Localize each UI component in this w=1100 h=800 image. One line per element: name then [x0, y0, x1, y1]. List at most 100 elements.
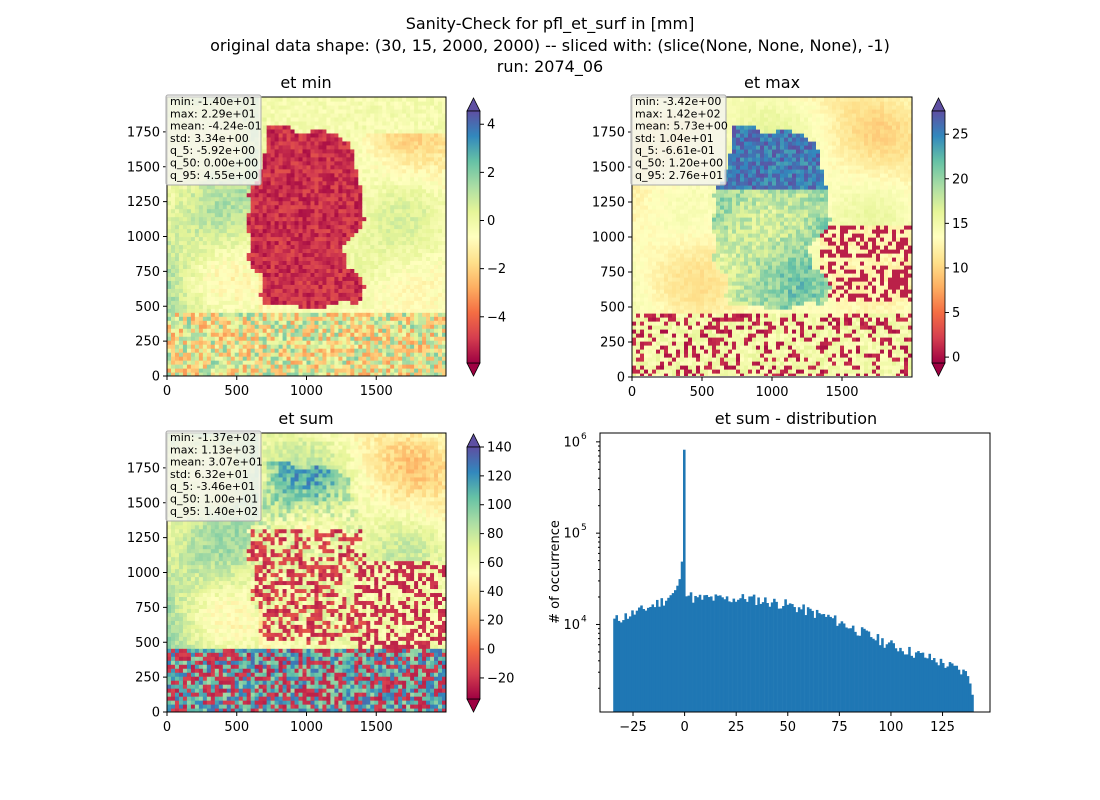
- suptitle-line-3: run: 2074_06: [497, 57, 603, 77]
- y-tick-label: 1000: [127, 230, 160, 245]
- histogram-bar: [773, 598, 776, 712]
- stats-line: q_50: 0.00e+00: [170, 157, 258, 170]
- histogram-bar: [806, 607, 810, 712]
- stats-line: std: 3.34e+00: [170, 132, 249, 145]
- histogram-bar: [786, 604, 790, 712]
- x-tick-label: 0: [163, 384, 171, 399]
- x-tick-label: 25: [728, 720, 745, 735]
- histogram-bar: [878, 645, 882, 712]
- y-tick-label: 500: [600, 301, 625, 316]
- histogram-bar: [669, 595, 673, 712]
- colorbar-tick-label: 100: [487, 498, 512, 513]
- histogram-bar: [658, 606, 661, 712]
- histogram-bar: [881, 638, 884, 712]
- histogram-bar: [917, 651, 920, 712]
- histogram-bar: [876, 634, 880, 712]
- histogram-bar: [914, 652, 918, 712]
- histogram-bar: [833, 615, 837, 712]
- histogram-bar: [944, 667, 947, 712]
- colorbar-tick-label: 20: [952, 172, 969, 187]
- y-tick-label: 0: [152, 370, 160, 385]
- colorbar-tick-label: −2: [487, 262, 506, 277]
- histogram-bar: [635, 610, 639, 712]
- stats-line: q_5: -5.92e+00: [170, 144, 255, 157]
- panel-title-histogram: et sum - distribution: [715, 409, 877, 428]
- colorbar-tick-label: 140: [487, 441, 512, 456]
- histogram-bar: [660, 598, 664, 712]
- histogram-bar: [856, 635, 859, 712]
- histogram-bar: [674, 590, 677, 712]
- stats-line: max: 2.29e+01: [170, 107, 256, 120]
- y-tick-label: 1750: [127, 461, 160, 476]
- x-tick-label: 100: [879, 720, 904, 735]
- histogram-bar: [662, 605, 666, 712]
- histogram-bar: [678, 579, 682, 712]
- stats-line: min: -1.37e+02: [170, 431, 256, 444]
- stats-line: q_5: -3.46e+01: [170, 480, 255, 493]
- histogram-bar: [653, 607, 657, 712]
- histogram-bar: [725, 596, 729, 712]
- y-tick-label: 0: [152, 706, 160, 721]
- stats-line: q_95: 2.76e+01: [635, 169, 723, 182]
- histogram-bar: [869, 637, 873, 712]
- histogram-bar: [941, 663, 945, 712]
- colorbar-tick-label: 60: [487, 556, 504, 571]
- histogram-bar: [655, 599, 659, 712]
- x-tick-label: 500: [690, 385, 715, 400]
- histogram-bar: [885, 644, 889, 712]
- suptitle-line-2: original data shape: (30, 15, 2000, 2000…: [210, 36, 890, 55]
- x-tick-label: 75: [831, 720, 848, 735]
- histogram-bar: [971, 694, 974, 712]
- histogram-bar: [957, 669, 961, 712]
- histogram-bar: [921, 652, 925, 712]
- colorbar-tick-label: −4: [487, 310, 506, 325]
- y-tick-label: 1000: [592, 231, 625, 246]
- histogram-bar: [739, 598, 742, 712]
- y-tick-label: 10: [563, 618, 580, 633]
- histogram-bar: [613, 618, 616, 712]
- histogram-bar: [923, 657, 927, 712]
- x-tick-label: 1000: [290, 720, 323, 735]
- y-tick-label: 1500: [127, 160, 160, 175]
- histogram-bar: [959, 674, 963, 712]
- histogram-bar: [795, 612, 799, 712]
- colorbar-et-sum: −20 0 20 40 60 80 100 120 140: [466, 433, 514, 713]
- histogram-bar: [809, 608, 812, 712]
- x-tick-label: 1500: [825, 385, 858, 400]
- histogram-bar: [770, 602, 774, 712]
- histogram-bar: [671, 593, 675, 712]
- colorbar-extend-top: [466, 97, 481, 112]
- colorbar-body: [466, 110, 481, 364]
- histogram-bar: [887, 642, 891, 712]
- histogram-bar: [910, 655, 913, 712]
- histogram-bar: [867, 631, 871, 712]
- histogram-bar: [640, 605, 643, 712]
- histogram-bar: [928, 653, 932, 712]
- y-tick-label: 750: [135, 601, 160, 616]
- histogram-bar: [628, 616, 632, 712]
- x-tick-label: 0: [628, 385, 636, 400]
- histogram-bar: [851, 625, 855, 712]
- histogram-bar: [626, 618, 630, 712]
- histogram-bar: [955, 665, 959, 712]
- histogram-bar: [854, 631, 857, 712]
- x-tick-label: 1500: [360, 384, 393, 399]
- histogram-bar: [721, 597, 724, 712]
- histogram-bar: [847, 628, 850, 712]
- histogram-bar: [710, 596, 713, 712]
- map-et-max: 0 500 1000 1500 0 250 500 750 1000 1250 1500 1750 mi…: [592, 94, 913, 400]
- histogram-bar: [966, 676, 970, 712]
- stats-line: min: -3.42e+00: [635, 95, 721, 108]
- histogram-bar: [802, 604, 805, 712]
- histogram-bar: [935, 662, 938, 712]
- histogram-bar: [932, 658, 936, 712]
- histogram-bar: [818, 613, 821, 712]
- stats-line: q_5: -6.61e-01: [635, 144, 715, 157]
- histogram-bar: [849, 628, 853, 712]
- histogram-bar: [919, 652, 922, 712]
- x-tick-label: 50: [780, 720, 797, 735]
- histogram-bar: [696, 597, 700, 712]
- histogram-bar: [820, 614, 823, 712]
